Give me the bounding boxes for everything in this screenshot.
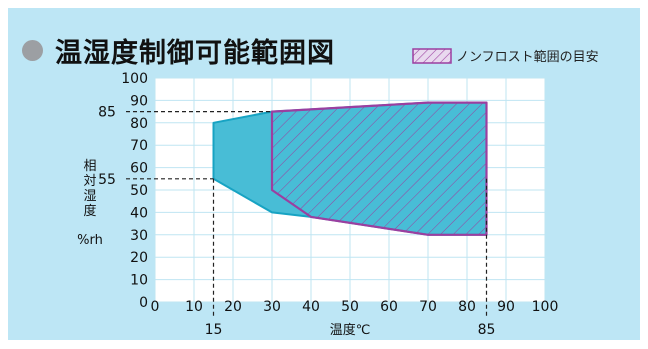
x-tick-label: 80: [458, 299, 476, 315]
legend-label: ノンフロスト範囲の目安: [456, 50, 599, 65]
x-tick-label: 30: [263, 299, 281, 315]
reference-label-y: 55: [98, 172, 116, 188]
y-tick-label: 90: [130, 93, 148, 109]
legend-swatch-hatch-icon: [412, 47, 452, 64]
reference-label-y: 85: [98, 105, 116, 121]
y-axis-unit: %rh: [77, 233, 103, 248]
range-areas: [212, 101, 488, 236]
y-tick-label: 0: [139, 295, 148, 311]
y-tick-label: 20: [130, 250, 148, 266]
x-axis-label: 温度℃: [330, 322, 371, 338]
x-tick-label: 40: [302, 299, 320, 315]
x-tick-label: 70: [419, 299, 437, 315]
y-axis-label-char: 対: [83, 174, 96, 189]
legend: ノンフロスト範囲の目安: [412, 46, 599, 65]
y-tick-label: 40: [130, 205, 148, 221]
reference-label-x: 15: [205, 322, 223, 338]
y-tick-label: 30: [130, 228, 148, 244]
y-tick-label: 10: [130, 273, 148, 289]
x-tick-label: 50: [341, 299, 359, 315]
x-tick-label: 10: [185, 299, 203, 315]
x-tick-label: 100: [532, 299, 559, 315]
reference-labels: 55 85 15 85: [98, 105, 495, 338]
y-tick-label: 50: [130, 183, 148, 199]
reference-lines: [126, 110, 488, 318]
y-axis-label-char: 相: [83, 159, 96, 174]
x-tick-label: 0: [151, 299, 160, 315]
y-tick-label: 100: [121, 71, 148, 87]
y-tick-label: 70: [130, 138, 148, 154]
y-axis-ticks: 0 10 20 30 40 50 60 70 80 90 100: [121, 71, 148, 311]
y-axis-label-char: 度: [83, 203, 96, 219]
y-axis-label-char: 湿: [83, 189, 96, 204]
x-tick-label: 90: [497, 299, 515, 315]
y-tick-label: 60: [130, 161, 148, 177]
chart-title: 温湿度制御可能範囲図: [55, 37, 335, 69]
x-axis-ticks: 0 10 20 30 40 50 60 70 80 90 100: [151, 299, 559, 315]
reference-label-x: 85: [478, 322, 496, 338]
title-row: 温湿度制御可能範囲図: [22, 28, 335, 72]
x-tick-label: 20: [224, 299, 242, 315]
non-frost-range-hatch: [272, 102, 487, 235]
bullet-dot-icon: [22, 39, 43, 61]
non-frost-range-outline: [270, 101, 488, 236]
x-tick-label: 60: [380, 299, 398, 315]
y-tick-label: 80: [130, 116, 148, 132]
